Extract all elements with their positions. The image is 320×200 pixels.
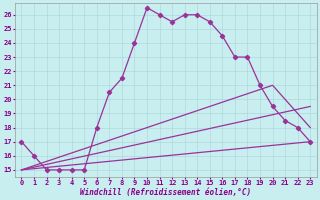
X-axis label: Windchill (Refroidissement éolien,°C): Windchill (Refroidissement éolien,°C) — [80, 188, 252, 197]
